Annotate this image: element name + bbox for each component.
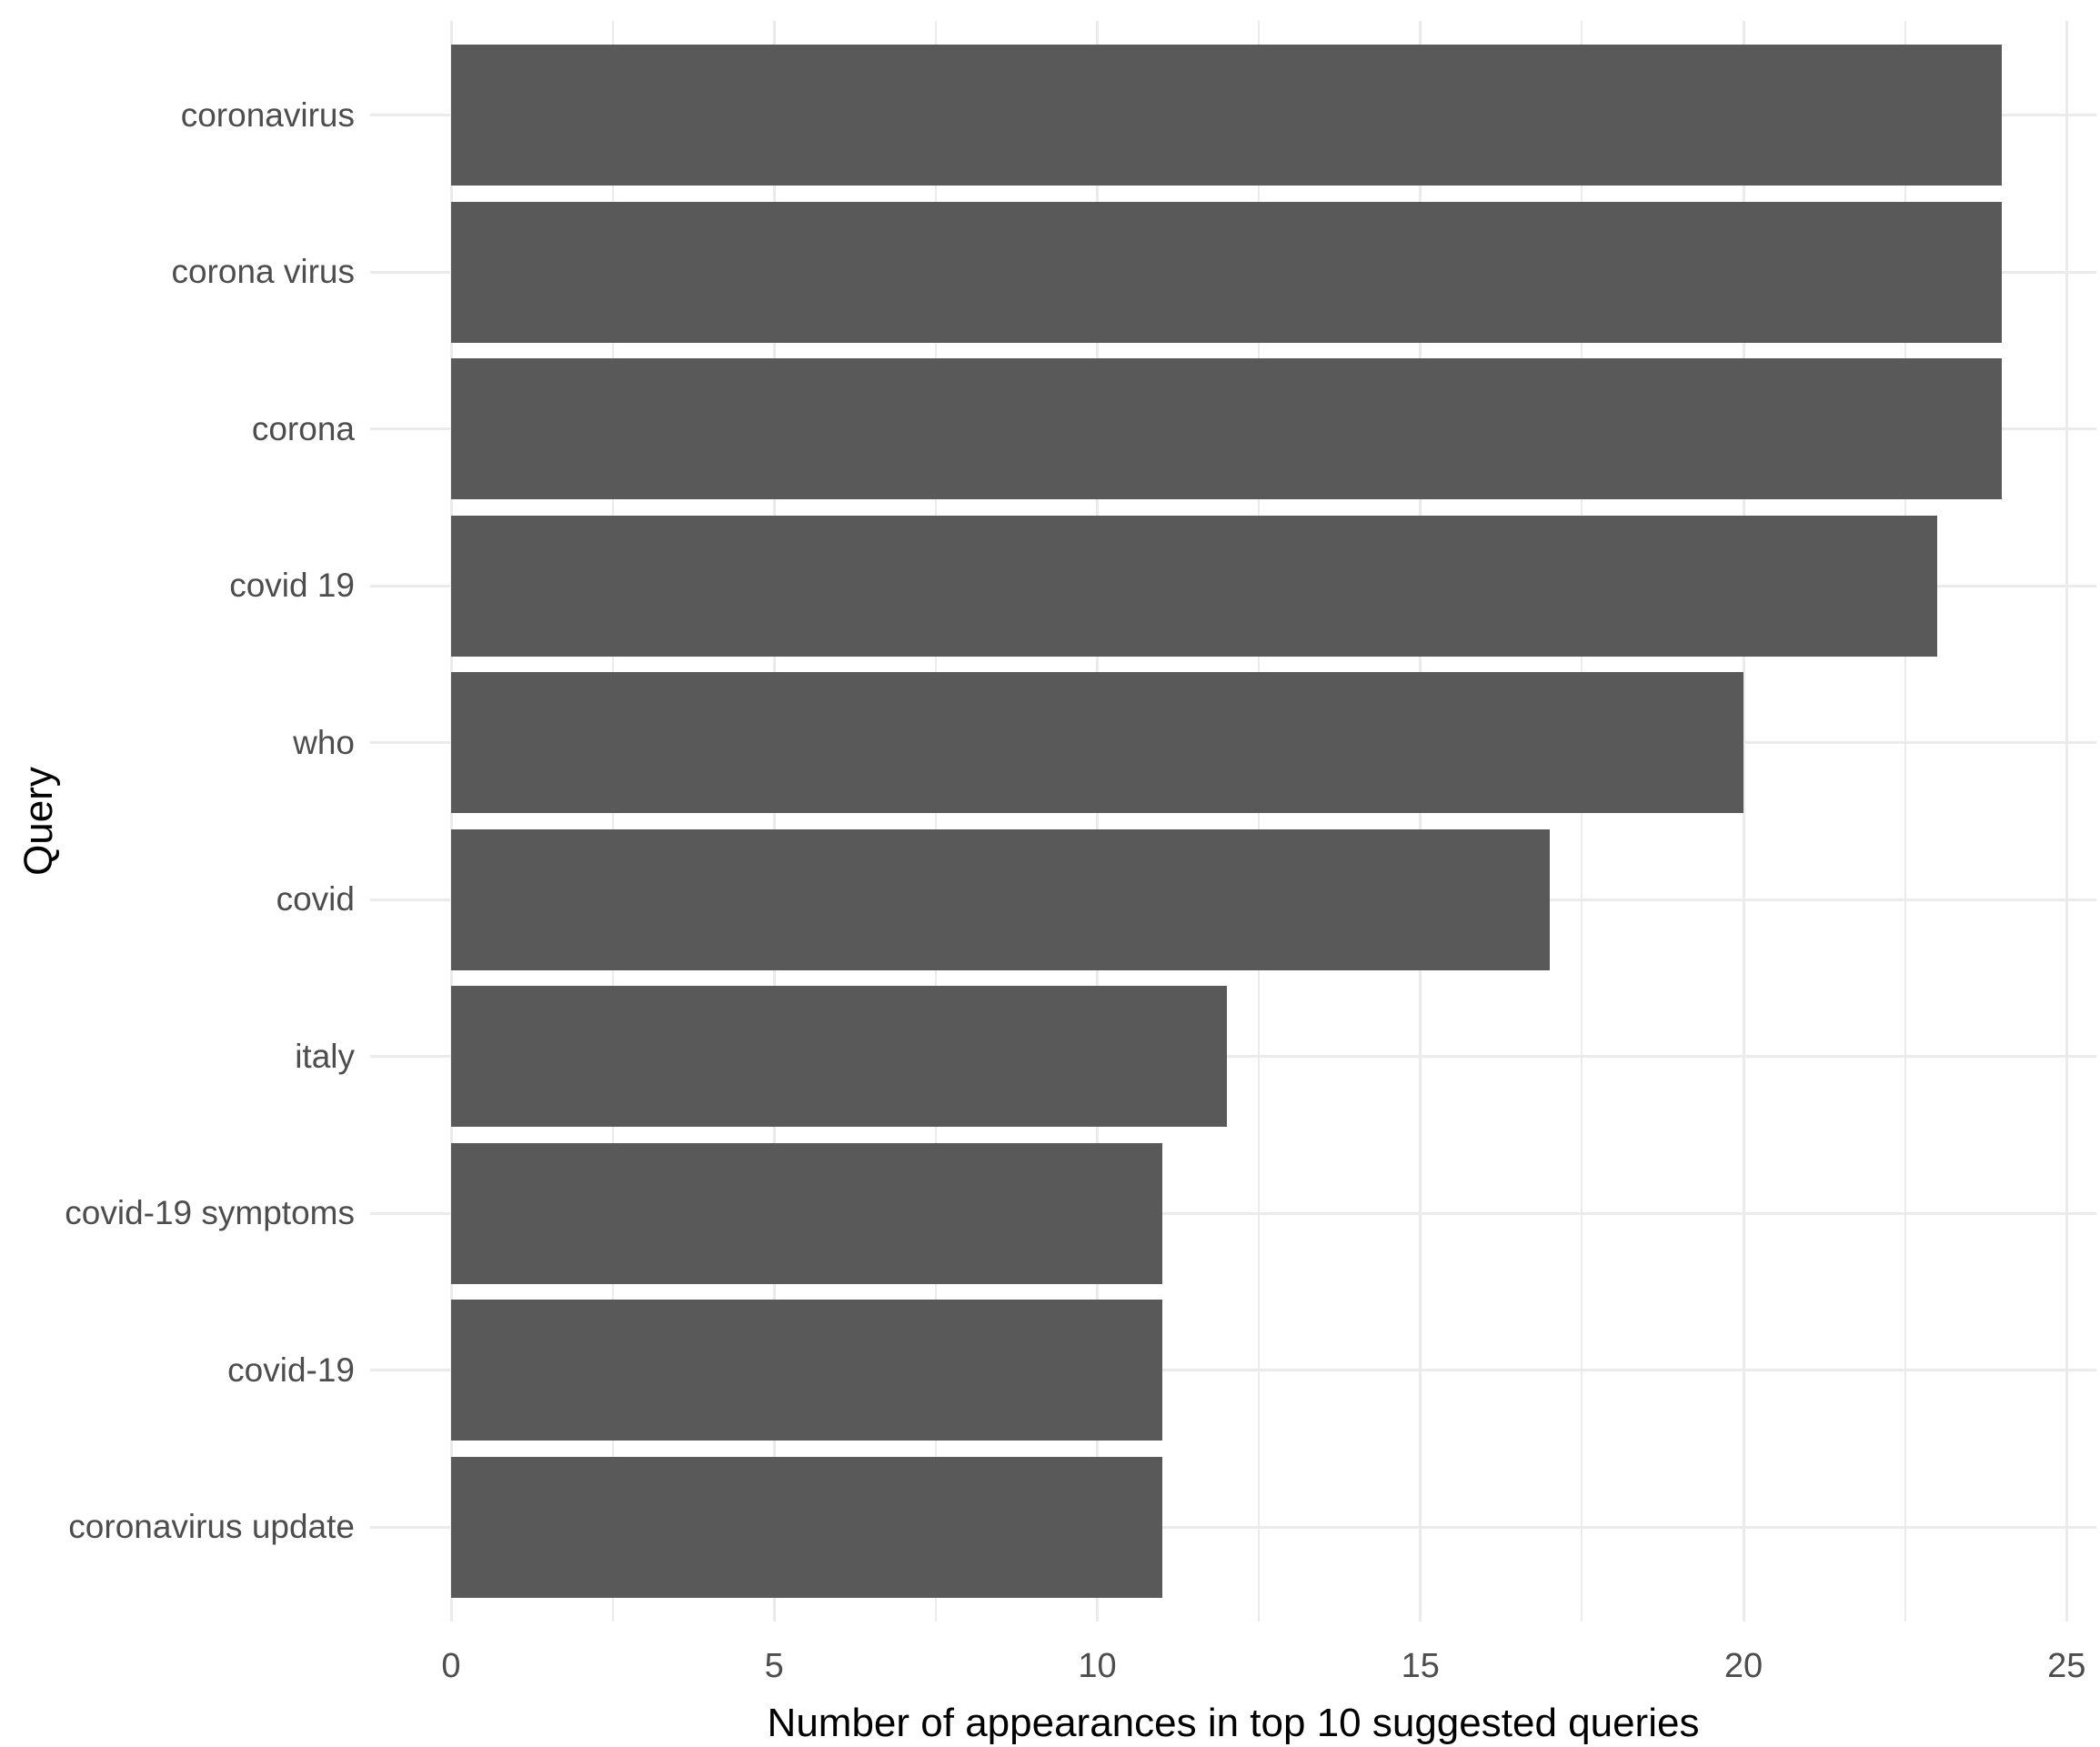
x-major-gridline — [1742, 21, 1745, 1621]
x-major-gridline — [772, 21, 776, 1621]
x-tick-label: 25 — [2047, 1647, 2086, 1685]
bar-corona-virus — [451, 201, 2003, 343]
bar-covid-19 — [451, 1300, 1162, 1441]
y-axis-title: Query — [16, 767, 61, 876]
x-tick-label: 20 — [1723, 1647, 1763, 1685]
x-major-gridline — [1419, 21, 1422, 1621]
y-major-gridline — [370, 1055, 2096, 1059]
x-minor-gridline — [934, 21, 937, 1621]
bar-coronavirus-update — [451, 1456, 1162, 1598]
bar-covid-19 — [451, 515, 1938, 657]
x-minor-gridline — [1581, 21, 1583, 1621]
x-tick-label: 0 — [441, 1647, 461, 1685]
x-axis-title: Number of appearances in top 10 suggeste… — [767, 1701, 1700, 1745]
x-minor-gridline — [1904, 21, 1906, 1621]
y-tick-label: corona virus — [171, 253, 355, 291]
x-tick-label: 15 — [1401, 1647, 1440, 1685]
y-tick-label: covid 19 — [229, 567, 355, 605]
y-tick-label: covid — [276, 880, 355, 919]
y-tick-label: coronavirus — [180, 95, 355, 134]
y-tick-label: corona — [251, 409, 355, 447]
y-tick-label: who — [293, 723, 355, 761]
bar-coronavirus — [451, 45, 2003, 186]
x-minor-gridline — [1258, 21, 1261, 1621]
x-major-gridline — [449, 21, 453, 1621]
y-major-gridline — [370, 1211, 2096, 1215]
x-tick-label: 5 — [764, 1647, 784, 1685]
y-tick-label: covid-19 — [227, 1350, 355, 1389]
x-minor-gridline — [611, 21, 614, 1621]
y-tick-label: coronavirus update — [68, 1508, 355, 1546]
x-tick-label: 10 — [1078, 1647, 1117, 1685]
y-major-gridline — [370, 1369, 2096, 1372]
bar-covid — [451, 828, 1550, 970]
plot-panel — [370, 21, 2096, 1621]
y-tick-label: italy — [295, 1037, 355, 1075]
x-major-gridline — [2065, 21, 2068, 1621]
bar-corona — [451, 358, 2003, 500]
x-major-gridline — [1096, 21, 1099, 1621]
bar-covid-19-symptoms — [451, 1142, 1162, 1284]
y-major-gridline — [370, 1525, 2096, 1529]
y-tick-label: covid-19 symptoms — [65, 1194, 355, 1232]
bar-italy — [451, 986, 1227, 1128]
bar-who — [451, 672, 1743, 814]
